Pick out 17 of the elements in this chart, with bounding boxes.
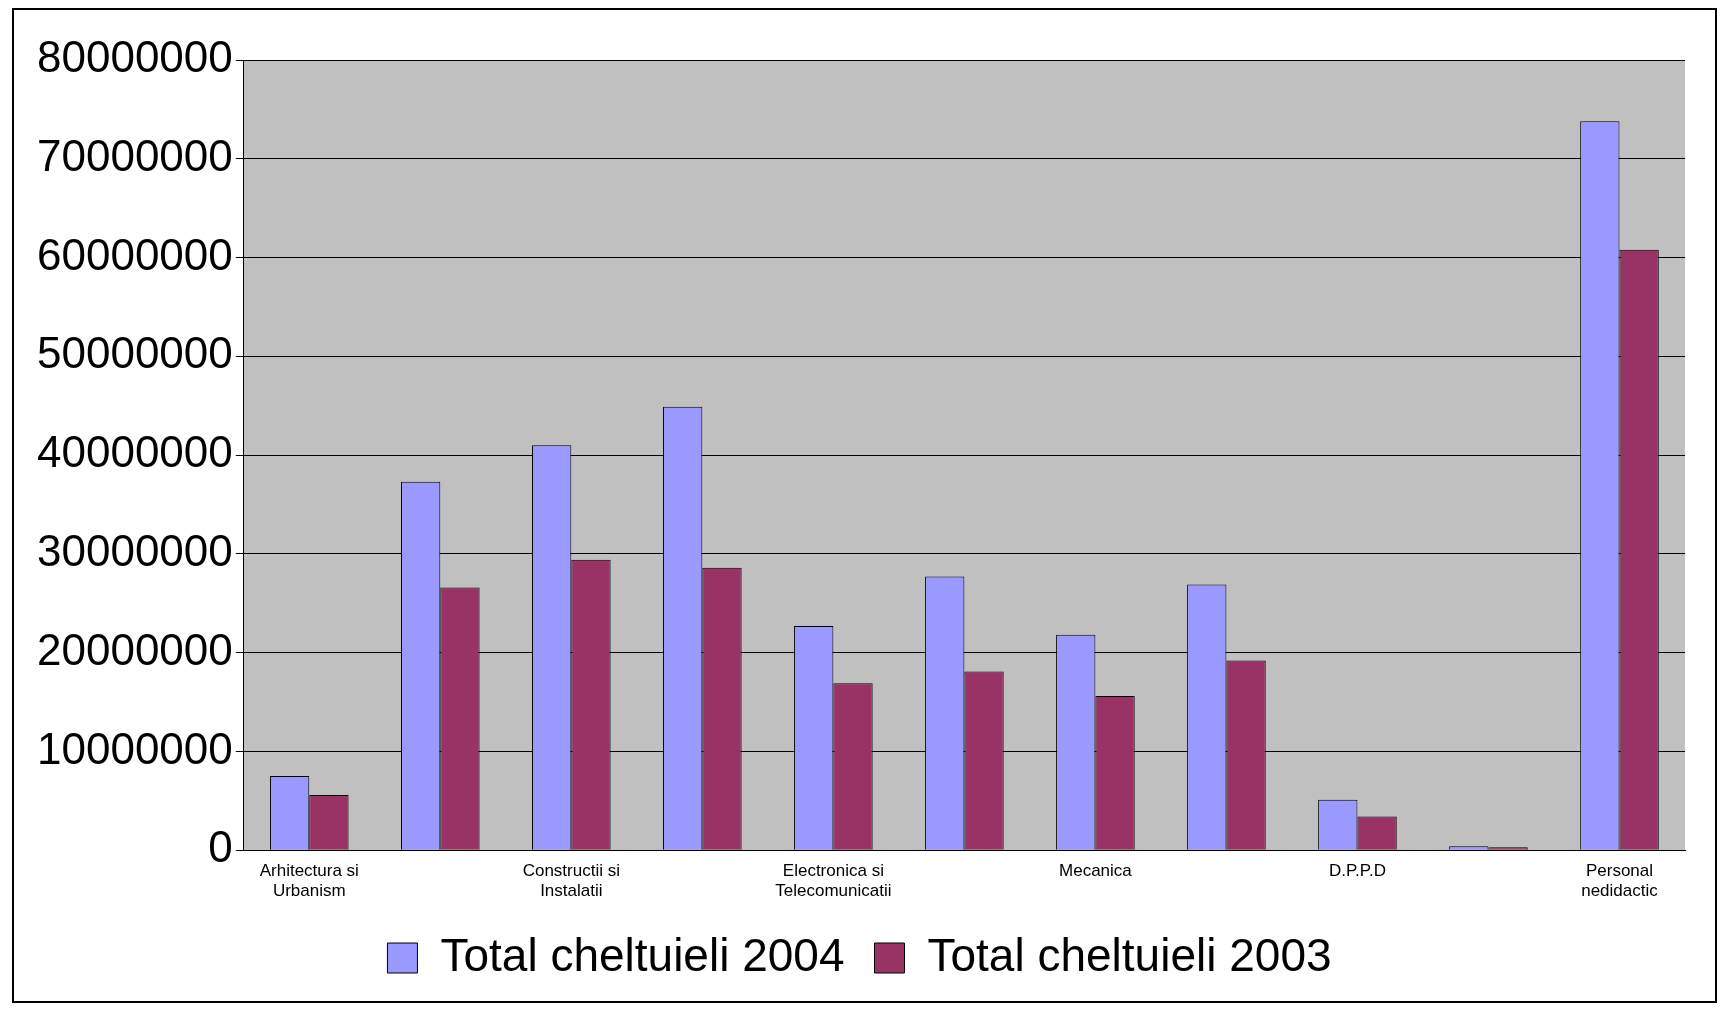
y-tick-label: 50000000: [37, 328, 233, 378]
legend-label: Total cheltuieli 2004: [440, 928, 845, 981]
y-tick-label: 80000000: [37, 32, 233, 82]
y-tick-label: 60000000: [37, 229, 233, 279]
y-tick-label: 0: [208, 822, 233, 872]
y-tick-label: 10000000: [37, 723, 233, 773]
x-tick-label: Mecanica: [1059, 861, 1133, 881]
x-tick-label: Arhitectura si Urbanism: [259, 861, 359, 901]
x-tick-label: Personal nedidactic: [1581, 861, 1659, 901]
x-tick-label: D.P.P.D: [1328, 861, 1386, 881]
y-tick-label: 40000000: [37, 427, 233, 477]
y-tick-label: 20000000: [37, 624, 233, 674]
x-tick-label: Electronica si Telecomunicatii: [775, 861, 892, 901]
y-tick-label: 70000000: [37, 130, 233, 180]
y-tick-label: 30000000: [37, 526, 233, 576]
x-tick-label: Constructii si Instalatii: [522, 861, 620, 901]
legend-label: Total cheltuieli 2003: [927, 928, 1332, 981]
